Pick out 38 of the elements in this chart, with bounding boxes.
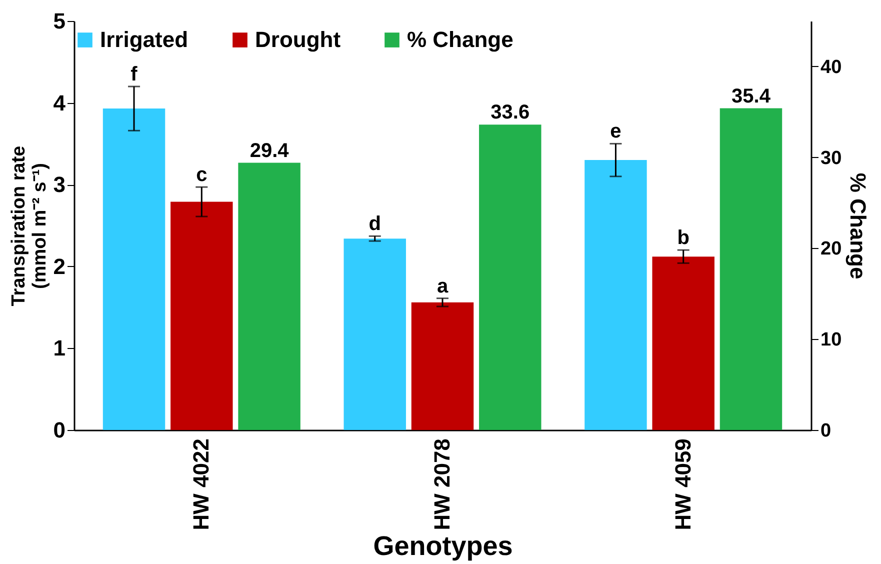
x-axis-title: Genotypes	[373, 531, 513, 562]
y2-tick-label: 20	[820, 238, 842, 260]
bar	[479, 124, 542, 430]
data-label: d	[368, 213, 381, 236]
data-label: 35.4	[732, 85, 772, 108]
y2-tick-label: 40	[820, 56, 842, 78]
bar	[170, 202, 233, 430]
legend-label: Irrigated	[100, 27, 188, 52]
legend-label: Drought	[255, 27, 342, 52]
y-tick-label: 4	[53, 90, 66, 116]
data-label: f	[130, 63, 138, 86]
y-tick-label: 1	[53, 336, 66, 361]
y-tick-label: 0	[53, 418, 66, 442]
data-label: b	[677, 227, 690, 250]
y2-tick-label: 30	[820, 148, 842, 169]
bar	[238, 162, 300, 430]
y-tick-label: 2	[53, 254, 66, 279]
bar	[344, 238, 406, 430]
bar	[411, 302, 474, 430]
bar	[720, 108, 782, 430]
legend-label: % Change	[407, 27, 514, 52]
y-axis-title: Transpiration rate (mmol m⁻² s⁻¹)	[8, 146, 50, 306]
data-label: a	[436, 275, 449, 298]
x-tick-label: HW 4059	[670, 438, 696, 530]
y2-axis-title: % Change	[846, 172, 871, 280]
data-label: 33.6	[490, 102, 530, 124]
data-label: c	[196, 164, 208, 186]
y2-tick-label: 0	[820, 420, 832, 442]
y-tick-label: 3	[53, 172, 66, 198]
x-tick-label: HW 2078	[430, 438, 454, 530]
bar	[102, 108, 166, 430]
x-tick-label: HW 4022	[188, 438, 214, 530]
y-tick-label: 5	[53, 8, 66, 34]
bar	[584, 160, 647, 430]
bar	[652, 256, 714, 430]
y2-tick-label: 10	[820, 330, 842, 351]
data-label: 29.4	[250, 140, 290, 162]
data-label: e	[610, 120, 622, 143]
